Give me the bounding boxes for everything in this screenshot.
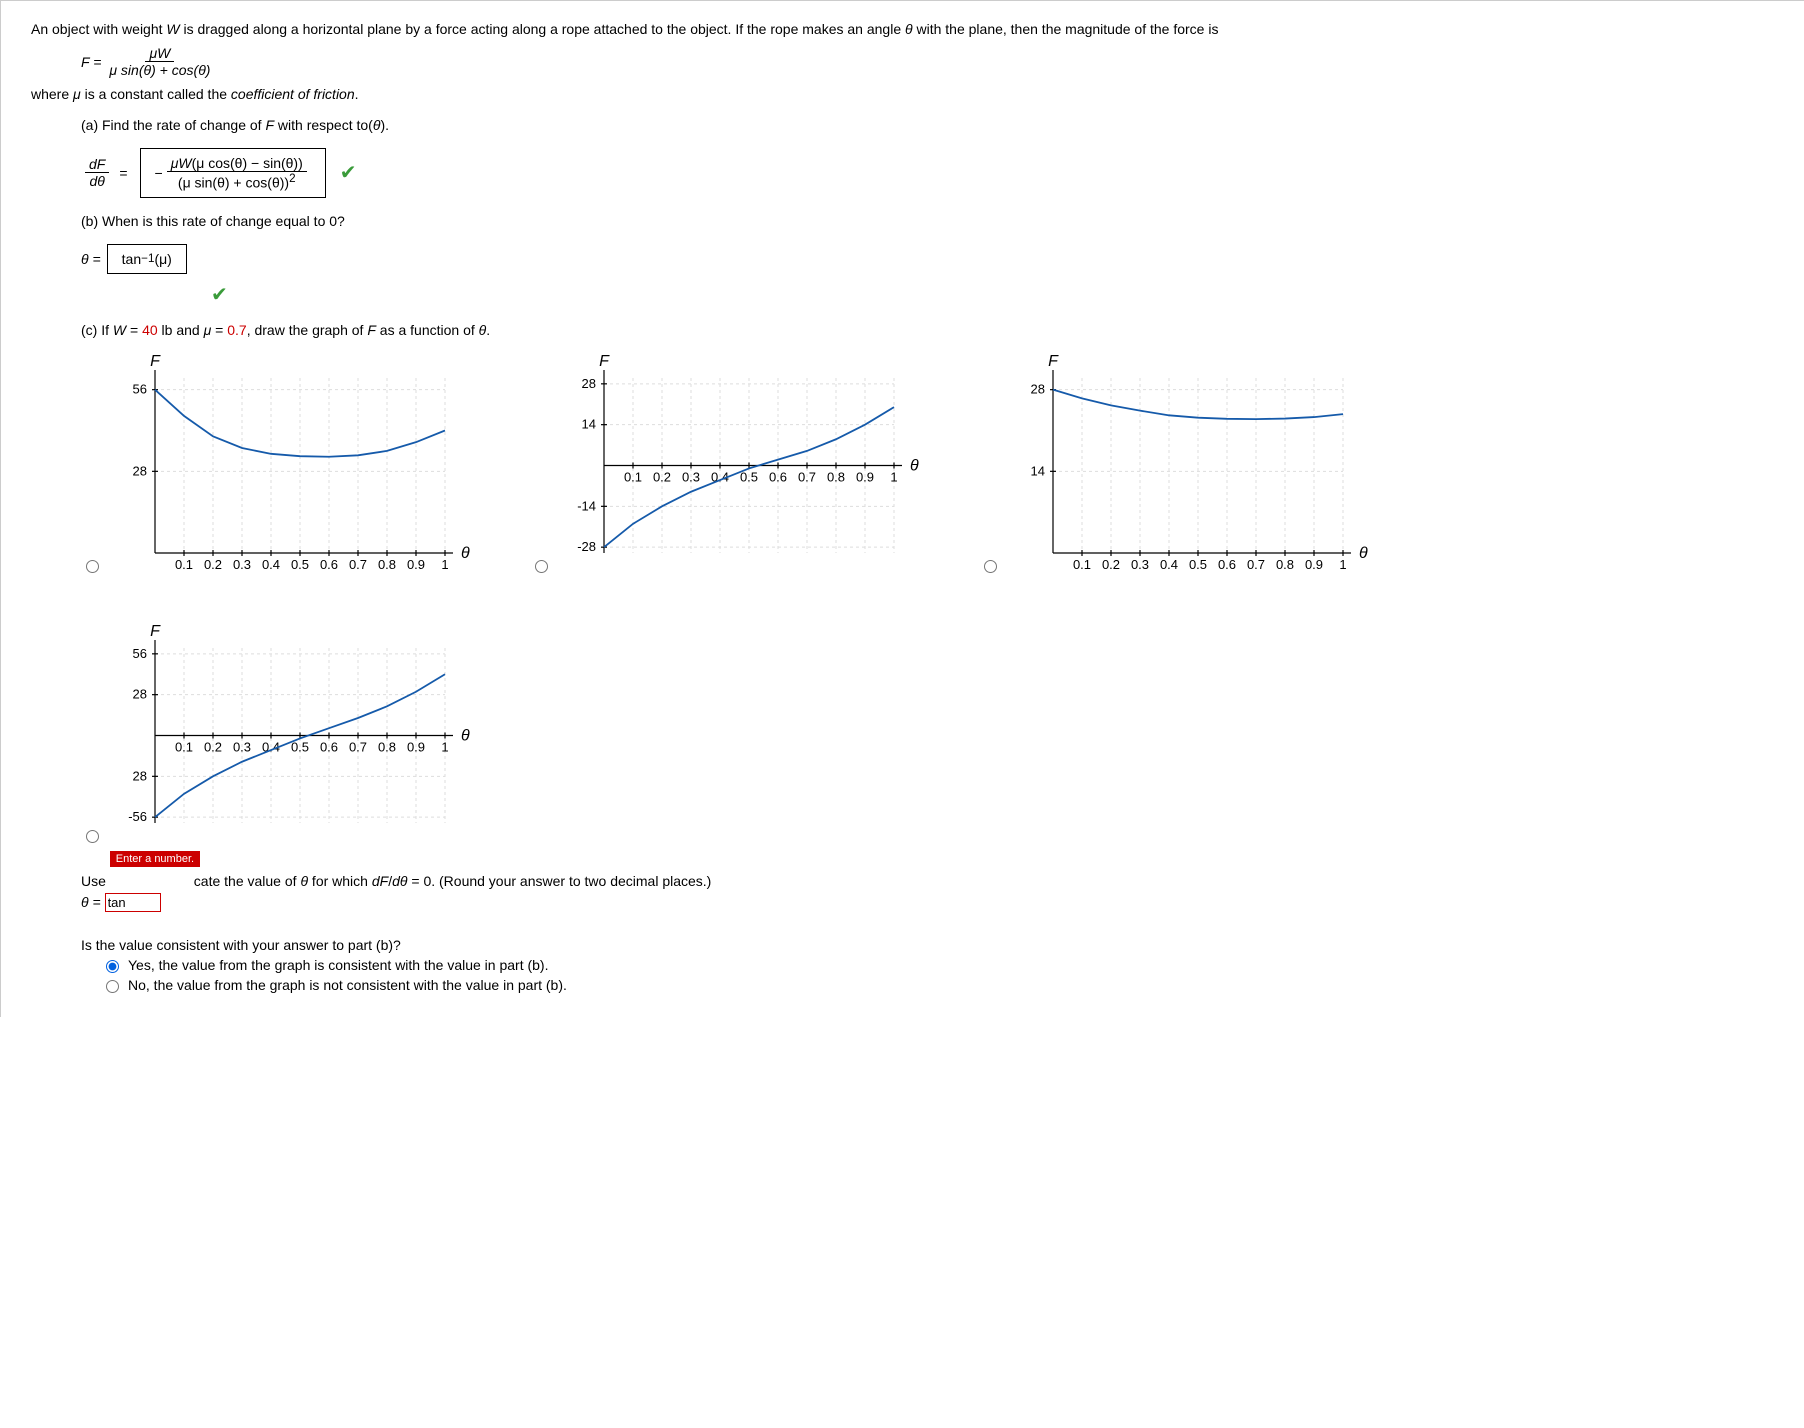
svg-text:0.1: 0.1: [624, 469, 642, 484]
svg-text:0.6: 0.6: [320, 557, 338, 572]
svg-text:0.6: 0.6: [320, 739, 338, 754]
svg-text:0.8: 0.8: [827, 469, 845, 484]
svg-text:0.2: 0.2: [204, 557, 222, 572]
answer-box-b: tan−1(μ): [107, 244, 187, 274]
svg-text:F: F: [599, 353, 610, 370]
chart-grid: 0.1 0.2 0.3 0.4 0.5 0.6 0.7 0.8 0.9 1 56 28 θ F 0.1 0.2…: [81, 353, 1774, 853]
chart-option-2: 0.10.20.30.40.50.60.70.80.912814-14-28θF: [530, 353, 919, 583]
svg-text:-56: -56: [128, 809, 147, 824]
svg-text:14: 14: [582, 416, 596, 431]
svg-text:θ: θ: [461, 727, 470, 744]
svg-text:-28: -28: [577, 539, 596, 554]
svg-text:1: 1: [890, 469, 897, 484]
svg-text:0.5: 0.5: [1189, 557, 1207, 572]
svg-text:0.8: 0.8: [378, 739, 396, 754]
chart-option-4: 0.10.20.30.40.50.60.70.80.91562828-56θF: [81, 623, 470, 853]
radio-no[interactable]: [106, 980, 119, 993]
svg-text:0.3: 0.3: [1131, 557, 1149, 572]
answer-box-a: − μW(μ cos(θ) − sin(θ)) (μ sin(θ) + cos(…: [140, 148, 326, 198]
svg-text:0.7: 0.7: [349, 557, 367, 572]
use-graph-text: Use Enter a number. xxxxxxxxxxxx cate th…: [81, 873, 1774, 889]
intro-text: An object with weight W is dragged along…: [31, 21, 1774, 37]
chart-radio-1[interactable]: [86, 560, 99, 573]
svg-text:0.3: 0.3: [233, 557, 251, 572]
chart-4: 0.10.20.30.40.50.60.70.80.91562828-56θF: [110, 623, 470, 853]
svg-text:-14: -14: [577, 498, 596, 513]
svg-text:28: 28: [133, 686, 147, 701]
svg-text:56: 56: [133, 381, 147, 396]
theta-input[interactable]: [105, 893, 161, 912]
svg-text:0.2: 0.2: [653, 469, 671, 484]
svg-text:F: F: [1048, 353, 1059, 370]
svg-text:14: 14: [1031, 463, 1045, 478]
svg-text:0.1: 0.1: [175, 739, 193, 754]
svg-text:0.6: 0.6: [769, 469, 787, 484]
svg-text:1: 1: [441, 739, 448, 754]
svg-text:θ: θ: [1359, 545, 1368, 562]
chart-radio-4[interactable]: [86, 830, 99, 843]
svg-text:0.5: 0.5: [291, 557, 309, 572]
chart-3: 0.1 0.2 0.3 0.4 0.5 0.6 0.7 0.8 0.9 1 28 14 θ F: [1008, 353, 1368, 583]
svg-text:28: 28: [582, 375, 596, 390]
svg-text:0.7: 0.7: [349, 739, 367, 754]
svg-text:0.3: 0.3: [233, 739, 251, 754]
chart-1: 0.1 0.2 0.3 0.4 0.5 0.6 0.7 0.8 0.9 1 56 28 θ F: [110, 353, 470, 583]
svg-text:28: 28: [133, 768, 147, 783]
consistent-q: Is the value consistent with your answer…: [81, 937, 1774, 953]
svg-text:0.6: 0.6: [1218, 557, 1236, 572]
svg-text:0.4: 0.4: [262, 557, 280, 572]
chart-option-1: 0.1 0.2 0.3 0.4 0.5 0.6 0.7 0.8 0.9 1 56 28 θ F: [81, 353, 470, 583]
chart-radio-3[interactable]: [984, 560, 997, 573]
main-formula: F = μW μ sin(θ) + cos(θ): [81, 45, 1774, 78]
part-c-prompt: (c) If W = 40 lb and μ = 0.7, draw the g…: [81, 322, 1774, 338]
part-a-prompt: (a) Find the rate of change of F with re…: [81, 117, 1774, 133]
radio-yes-label: Yes, the value from the graph is consist…: [128, 957, 549, 973]
svg-text:0.9: 0.9: [407, 557, 425, 572]
svg-text:0.8: 0.8: [378, 557, 396, 572]
chart-2: 0.10.20.30.40.50.60.70.80.912814-14-28θF: [559, 353, 919, 583]
svg-text:0.2: 0.2: [1102, 557, 1120, 572]
part-b-answer: θ = tan−1(μ): [81, 244, 1774, 274]
chart-option-3: 0.1 0.2 0.3 0.4 0.5 0.6 0.7 0.8 0.9 1 28 14 θ F: [979, 353, 1368, 583]
check-icon: ✔: [340, 160, 357, 185]
svg-text:F: F: [150, 623, 161, 640]
theta-input-row: θ =: [81, 893, 1774, 912]
where-text: where μ is a constant called the coeffic…: [31, 86, 1774, 102]
input-wrap: Enter a number. xxxxxxxxxxxx: [110, 873, 194, 889]
svg-text:F: F: [150, 353, 161, 370]
svg-text:0.1: 0.1: [175, 557, 193, 572]
svg-text:0.2: 0.2: [204, 739, 222, 754]
svg-text:1: 1: [1339, 557, 1346, 572]
svg-text:0.8: 0.8: [1276, 557, 1294, 572]
svg-text:0.9: 0.9: [1305, 557, 1323, 572]
svg-text:0.4: 0.4: [1160, 557, 1178, 572]
svg-text:0.7: 0.7: [798, 469, 816, 484]
part-b-prompt: (b) When is this rate of change equal to…: [81, 213, 1774, 229]
chart-radio-2[interactable]: [535, 560, 548, 573]
svg-text:0.1: 0.1: [1073, 557, 1091, 572]
part-a-answer: dF dθ = − μW(μ cos(θ) − sin(θ)) (μ sin(θ…: [81, 148, 1774, 198]
svg-text:1: 1: [441, 557, 448, 572]
radio-no-label: No, the value from the graph is not cons…: [128, 977, 567, 993]
radio-yes[interactable]: [106, 960, 119, 973]
svg-text:28: 28: [133, 463, 147, 478]
svg-text:θ: θ: [461, 545, 470, 562]
svg-text:28: 28: [1031, 381, 1045, 396]
svg-text:0.9: 0.9: [407, 739, 425, 754]
svg-text:56: 56: [133, 645, 147, 660]
check-icon: ✔: [211, 284, 228, 306]
svg-text:0.7: 0.7: [1247, 557, 1265, 572]
error-tooltip: Enter a number.: [110, 851, 200, 867]
svg-text:θ: θ: [910, 457, 919, 474]
svg-text:0.9: 0.9: [856, 469, 874, 484]
svg-text:0.3: 0.3: [682, 469, 700, 484]
